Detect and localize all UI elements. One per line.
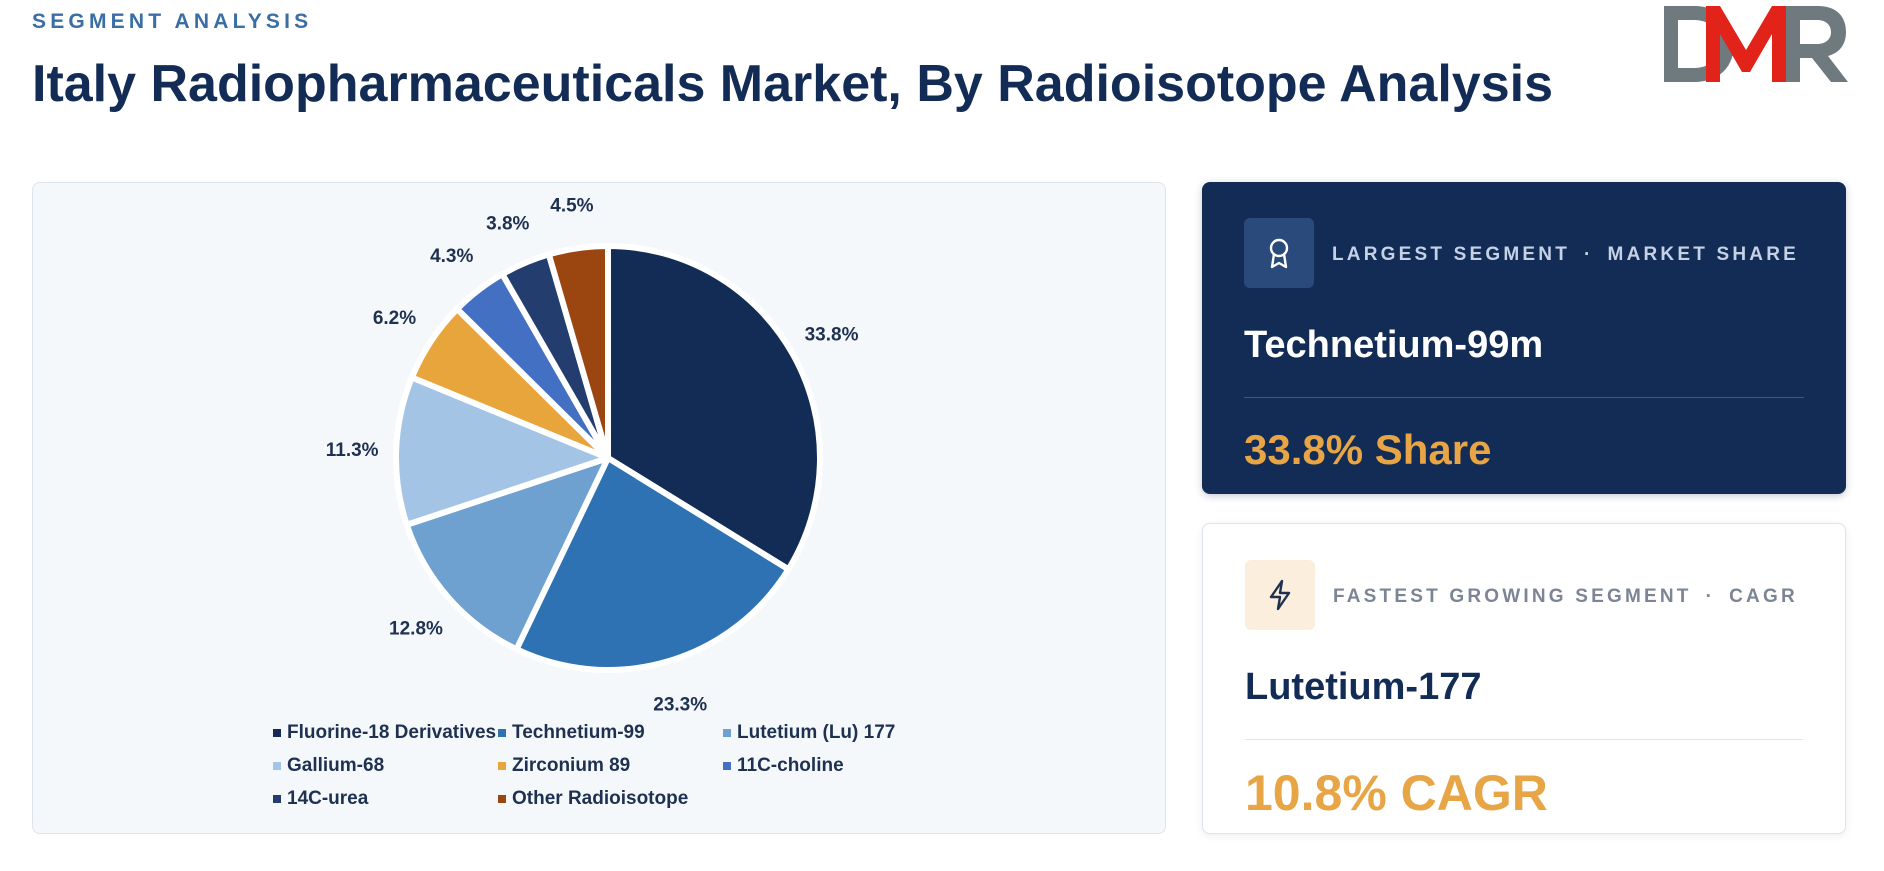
legend-label: 11C-choline — [737, 754, 844, 776]
pie-data-label: 6.2% — [373, 308, 416, 329]
legend-label: Fluorine-18 Derivatives — [287, 721, 497, 743]
fastest-segment-name: Lutetium-177 — [1245, 666, 1482, 708]
fastest-segment-card: FASTEST GROWING SEGMENT · CAGR Lutetium-17… — [1202, 523, 1846, 834]
pie-data-label: 4.5% — [550, 196, 593, 217]
largest-segment-card: LARGEST SEGMENT · MARKET SHARE Technetium-… — [1202, 182, 1846, 494]
pie-chart: 33.8% 23.3% 12.8% 11.3% 6.2% 4.3% 3.8% 4.5% — [326, 196, 859, 716]
largest-segment-value: 33.8% Share — [1244, 426, 1492, 473]
pie-data-label: 11.3% — [326, 440, 379, 461]
legend-item: Gallium-68 — [273, 754, 498, 777]
legend-item: Technetium-99 — [498, 721, 723, 744]
legend-item: Lutetium (Lu) 177 — [723, 721, 948, 744]
pie-data-label: 23.3% — [653, 695, 707, 716]
legend-label: Lutetium (Lu) 177 — [737, 721, 896, 743]
legend-item: Other Radioisotope — [498, 787, 723, 810]
pie-data-label: 12.8% — [389, 618, 443, 639]
legend-swatch — [498, 728, 506, 737]
dmr-logo — [1664, 6, 1848, 82]
award-icon — [1269, 238, 1289, 269]
legend-swatch — [273, 794, 281, 803]
pie-data-label: 33.8% — [805, 324, 859, 345]
pie-data-label: 3.8% — [486, 213, 529, 234]
card-divider — [1245, 739, 1803, 740]
legend-label: 14C-urea — [287, 787, 369, 809]
award-icon-box — [1244, 218, 1314, 288]
lightning-icon — [1269, 579, 1291, 611]
chart-legend: Fluorine-18 Derivatives Technetium-99 Lute… — [273, 721, 973, 810]
legend-label: Gallium-68 — [287, 754, 385, 776]
pie-chart-panel: 33.8% 23.3% 12.8% 11.3% 6.2% 4.3% 3.8% 4.5% Flu… — [32, 182, 1166, 834]
fastest-segment-label: FASTEST GROWING SEGMENT · CAGR — [1333, 586, 1798, 607]
legend-swatch — [273, 761, 281, 770]
fastest-segment-value: 10.8% CAGR — [1245, 765, 1548, 821]
pie-slice-other-radioisotope — [545, 243, 611, 461]
legend-item: 11C-choline — [723, 754, 948, 777]
legend-label: Zirconium 89 — [512, 754, 631, 776]
legend-swatch — [498, 794, 506, 803]
legend-label: Technetium-99 — [512, 721, 645, 743]
largest-segment-label: LARGEST SEGMENT · MARKET SHARE — [1332, 244, 1800, 265]
legend-swatch — [723, 761, 731, 770]
legend-swatch — [498, 761, 506, 770]
pie-slice-lutetium-lu-177 — [403, 455, 611, 653]
pie-data-label: 4.3% — [430, 246, 473, 267]
lightning-icon-box — [1245, 560, 1315, 630]
legend-item: 14C-urea — [273, 787, 498, 810]
legend-label: Other Radioisotope — [512, 787, 689, 809]
legend-item: Zirconium 89 — [498, 754, 723, 777]
pie-slice-gallium-68 — [393, 374, 611, 528]
page-title: Italy Radiopharmaceuticals Market, By Ra… — [32, 55, 1553, 113]
legend-swatch — [723, 728, 731, 737]
legend-item: Fluorine-18 Derivatives — [273, 721, 498, 744]
section-kicker: SEGMENT ANALYSIS — [32, 10, 313, 33]
legend-swatch — [273, 728, 281, 737]
card-divider — [1244, 397, 1804, 398]
largest-segment-name: Technetium-99m — [1244, 324, 1544, 366]
